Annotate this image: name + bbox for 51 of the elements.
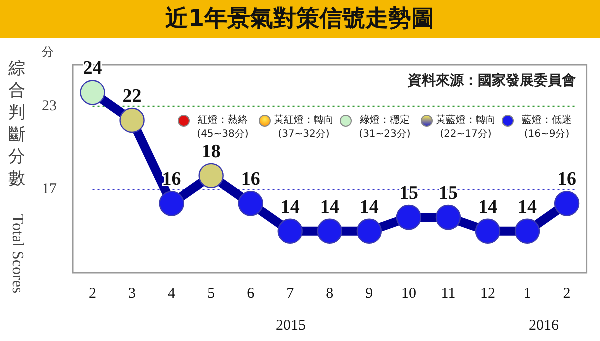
text: 2015 — [276, 318, 306, 335]
x-tick-label: 11 — [441, 286, 456, 302]
text: 分 — [42, 44, 54, 61]
point — [198, 163, 224, 189]
x-tick-label: 5 — [208, 286, 216, 302]
point — [436, 204, 462, 230]
x-tick-label: 10 — [401, 286, 416, 302]
annotation: 黃紅燈：轉向 (37~32分) — [273, 114, 335, 142]
point — [514, 218, 540, 244]
text: 綜合判斷分數 Total Scores — [8, 59, 26, 294]
annotation: 黃藍燈：轉向 (22~17分) — [435, 114, 497, 142]
point — [356, 218, 382, 244]
chart-title: 近1年景氣對策信號走勢圖 — [0, 0, 600, 38]
x-tick-label: 6 — [247, 286, 256, 302]
x-tick-label: 9 — [366, 286, 374, 302]
x-tick-label: 1 — [524, 286, 532, 302]
x-tick-label: 7 — [286, 286, 295, 302]
point — [238, 191, 264, 216]
data-label: 24 — [83, 58, 103, 80]
x-tick-label: 12 — [480, 286, 496, 302]
x-tick-label: 4 — [168, 286, 176, 302]
x-tick-label: 8 — [326, 286, 334, 302]
y-tick-label: 23 — [42, 98, 57, 115]
point — [475, 218, 501, 244]
point — [278, 218, 303, 244]
text: 2016 — [529, 318, 559, 335]
point — [120, 108, 145, 134]
point — [396, 204, 422, 230]
data-label: 15 — [399, 182, 418, 204]
data-label: 14 — [320, 196, 340, 218]
data-label: 14 — [280, 196, 300, 218]
data-label: 15 — [438, 182, 458, 204]
annotation: 藍燈：低迷 (16~9分) — [521, 114, 573, 142]
data-label: 16 — [558, 169, 577, 190]
point — [80, 80, 106, 106]
x-tick-label: 3 — [128, 286, 136, 302]
annotation: 資料來源：國家發展委員會 — [408, 72, 576, 90]
data-label: 22 — [122, 86, 142, 107]
annotation: 紅燈：熱絡 (45~38分) — [196, 114, 250, 142]
x-tick-label: 2 — [563, 286, 571, 302]
data-label: 14 — [360, 196, 380, 218]
annotation: 綠燈：穩定 (31~23分) — [358, 114, 412, 142]
point — [554, 191, 580, 216]
point — [159, 191, 184, 216]
x-tick-label: 2 — [89, 286, 97, 302]
data-label: 14 — [518, 196, 538, 218]
y-tick-label: 17 — [42, 182, 58, 198]
data-label: 14 — [478, 196, 498, 218]
data-label: 18 — [202, 141, 221, 162]
data-label: 16 — [241, 169, 260, 190]
point — [317, 218, 342, 244]
